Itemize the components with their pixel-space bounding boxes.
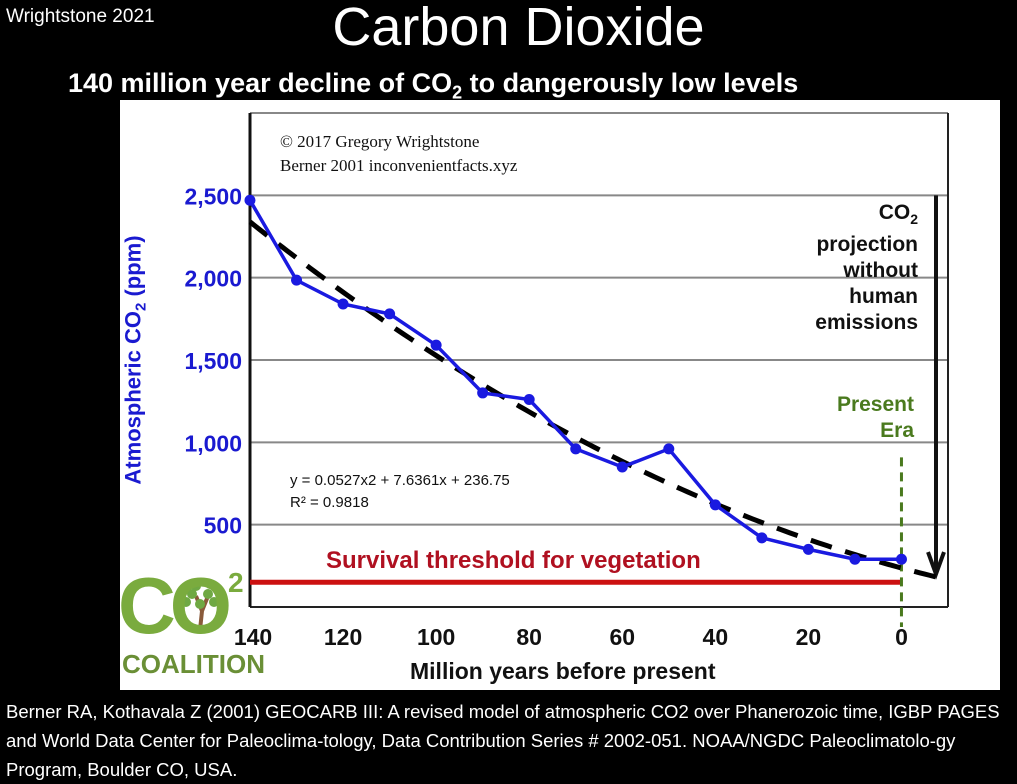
co2-coalition-logo: CO 2 COALITION bbox=[118, 566, 265, 679]
projection-co: CO bbox=[878, 201, 911, 224]
page-title: Carbon Dioxide bbox=[332, 0, 705, 57]
data-point bbox=[709, 499, 721, 511]
threshold-label: Survival threshold for vegetation bbox=[326, 547, 701, 574]
credit-text: Wrightstone 2021 bbox=[6, 6, 155, 27]
y-tick-label: 2,000 bbox=[184, 266, 242, 292]
logo-co: CO bbox=[118, 561, 232, 650]
x-tick-label: 20 bbox=[796, 624, 822, 650]
data-point bbox=[337, 298, 349, 310]
x-tick-label: 60 bbox=[609, 624, 635, 650]
projection-label: CO2 projection without human emissions bbox=[790, 200, 918, 336]
copyright-line: © 2017 Gregory Wrightstone bbox=[280, 132, 480, 151]
x-tick-label: 40 bbox=[703, 624, 729, 650]
trend-equation: y = 0.0527x2 + 7.6361x + 236.75 R² = 0.98… bbox=[290, 470, 510, 514]
citation: Berner RA, Kothavala Z (2001) GEOCARB II… bbox=[6, 701, 1000, 780]
y-label-text: Atmospheric CO bbox=[120, 310, 146, 485]
data-point bbox=[849, 553, 861, 565]
projection-line: CO2 bbox=[790, 200, 918, 232]
y-label-subscript: 2 bbox=[132, 302, 150, 311]
y-tick-label: 2,500 bbox=[184, 183, 242, 209]
equation-text: y = 0.0527x2 + 7.6361x + 236.75 bbox=[290, 472, 510, 489]
subtitle-text: 140 million year decline of CO bbox=[68, 68, 453, 98]
data-point bbox=[430, 339, 442, 351]
y-tick-label: 1,000 bbox=[184, 430, 242, 456]
tree-leaf-icon bbox=[191, 581, 201, 591]
logo-name: COALITION bbox=[122, 649, 265, 679]
source-line: Berner 2001 inconvenientfacts.xyz bbox=[280, 156, 518, 175]
data-point bbox=[570, 443, 582, 455]
projection-line: emissions bbox=[815, 311, 918, 335]
x-axis-label: Million years before present bbox=[410, 658, 716, 684]
tree-leaf-icon bbox=[187, 589, 197, 599]
data-point bbox=[616, 461, 628, 473]
tree-leaf-icon bbox=[205, 579, 215, 589]
x-tick-label: 140 bbox=[234, 624, 272, 650]
data-point bbox=[244, 194, 256, 206]
data-point bbox=[895, 553, 907, 565]
x-tick-label: 120 bbox=[324, 624, 362, 650]
x-tick-label: 80 bbox=[516, 624, 542, 650]
present-era-label: Present Era bbox=[800, 392, 914, 444]
data-point bbox=[523, 394, 535, 406]
copyright-note: © 2017 Gregory Wrightstone Berner 2001 in… bbox=[280, 130, 517, 178]
x-tick-label: 100 bbox=[417, 624, 455, 650]
data-point bbox=[291, 274, 303, 286]
tree-leaf-icon bbox=[209, 597, 219, 607]
projection-arrow-head bbox=[926, 551, 946, 580]
present-line: Present bbox=[836, 393, 914, 416]
y-label-unit: (ppm) bbox=[120, 235, 146, 303]
projection-subscript: 2 bbox=[910, 211, 918, 228]
y-axis-label: Atmospheric CO2 (ppm) bbox=[120, 235, 149, 484]
y-tick-label: 1,500 bbox=[184, 348, 242, 374]
logo-two: 2 bbox=[228, 567, 244, 598]
data-point bbox=[477, 387, 489, 399]
x-tick-label: 0 bbox=[895, 624, 908, 650]
data-point bbox=[802, 543, 814, 555]
data-point bbox=[663, 443, 675, 455]
projection-line: projection bbox=[816, 233, 918, 257]
r-squared-text: R² = 0.9818 bbox=[290, 494, 369, 511]
subtitle-subscript: 2 bbox=[452, 82, 463, 103]
y-tick-label: 500 bbox=[204, 513, 242, 539]
data-point bbox=[384, 308, 396, 320]
projection-line: human bbox=[849, 285, 918, 309]
tree-leaf-icon bbox=[203, 589, 213, 599]
era-line: Era bbox=[880, 419, 914, 442]
tree-leaf-icon bbox=[181, 597, 191, 607]
tree-leaf-icon bbox=[195, 599, 205, 609]
subtitle: 140 million year decline of CO2 to dange… bbox=[68, 68, 798, 103]
subtitle-text-end: to dangerously low levels bbox=[462, 68, 799, 98]
projection-line: without bbox=[843, 259, 918, 283]
data-point bbox=[756, 532, 768, 544]
chart-panel bbox=[120, 100, 1000, 690]
